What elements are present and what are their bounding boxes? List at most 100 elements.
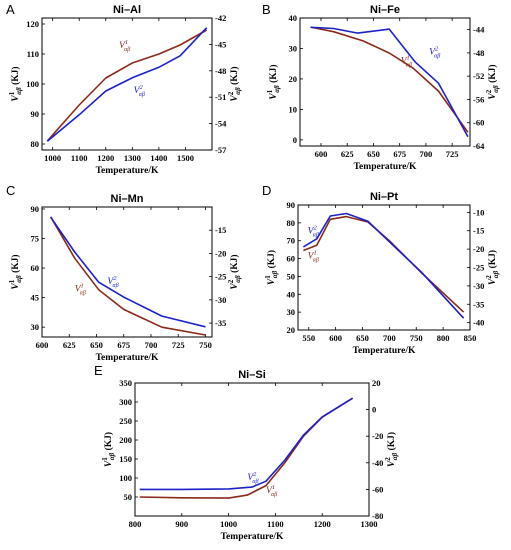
y-right-tick-label: -60 [473,118,484,128]
series-label-v1: V1 αβ [308,250,319,264]
x-tick-label: 600 [329,333,342,343]
y-right-axis-title: V2αβ (KJ) [227,66,242,101]
panel-letter: D [262,183,271,198]
series-line-v2 [302,212,465,319]
y-left-tick-label: 100 [26,79,39,89]
x-tick-label: 1000 [220,519,237,529]
y-right-tick-label: -30 [215,295,226,305]
panel-c: 600 625 650 675 700 725 750 30 45 60 75 90 -35 -30 -25… [6,183,242,363]
x-tick-label: 650 [90,340,103,350]
y-right-tick-label: -15 [473,226,484,236]
series-label-v2: V2 αβ [247,471,258,485]
y-right-axis-title: V2αβ (KJ) [485,64,500,99]
y-right-tick-label: -54 [215,119,227,129]
y-left-axis-title: V1αβ (KJ) [101,432,116,467]
x-tick-label: 750 [410,333,423,343]
y-left-tick-label: 50 [124,492,133,502]
y-left-tick-label: 30 [31,322,40,332]
y-right-tick-label: -45 [215,39,226,49]
y-right-tick-label: -44 [473,25,485,35]
panel-letter: A [6,2,15,17]
series-label-v1: V1 αβ [119,39,130,53]
series-label-v1: V1 αβ [75,283,86,297]
y-left-tick-label: 120 [26,19,39,29]
y-left-tick-label: 80 [287,218,296,228]
x-axis-title: Temperature/K [221,532,284,542]
y-right-tick-label: -48 [473,48,484,58]
y-left-tick-label: 60 [31,263,40,273]
y-left-tick-label: 75 [31,234,40,244]
y-left-tick-label: 70 [287,236,296,246]
x-tick-label: 700 [420,149,433,159]
series-line-v2 [50,216,206,328]
plot-frame [41,206,213,338]
y-left-axis-title: V1αβ (KJ) [264,250,279,285]
x-tick-label: 650 [367,149,380,159]
y-right-axis-title: V2αβ (KJ) [384,432,399,467]
y-left-axis-title: V1αβ (KJ) [8,254,23,289]
y-left-tick-label: 20 [287,325,296,335]
x-tick-label: 550 [302,333,315,343]
x-tick-label: 750 [199,340,212,350]
y-left-tick-label: 250 [119,416,132,426]
y-right-tick-label: -48 [215,66,226,76]
plot-frame [41,17,213,151]
x-tick-label: 1400 [150,153,167,163]
x-tick-label: 600 [315,149,328,159]
panel-e: 800 900 1000 1100 1200 1300501001502002503003… [94,363,399,542]
y-right-tick-label: -35 [473,299,484,309]
y-left-tick-label: 200 [119,435,132,445]
y-left-tick-label: 30 [289,43,298,53]
x-tick-label: 1200 [97,153,114,163]
panel-title: Ni–Si [238,369,266,381]
y-left-tick-label: 90 [31,204,40,214]
panel-letter: B [262,2,271,17]
series-line-v1 [50,216,206,336]
x-tick-label: 800 [437,333,450,343]
y-right-tick-label: -15 [215,225,226,235]
y-left-tick-label: 40 [287,289,296,299]
panel-letter: E [94,363,103,378]
x-tick-label: 625 [63,340,76,350]
series-line-v1 [46,29,208,142]
y-right-tick-label: -20 [372,431,383,441]
y-left-tick-label: 20 [289,74,298,84]
y-right-tick-label: -80 [372,511,383,521]
y-right-tick-label: -56 [473,94,484,104]
y-right-tick-label: -25 [215,272,226,282]
y-left-tick-label: 40 [289,13,298,23]
series-line-v1 [310,26,469,133]
plot-frame [134,382,370,517]
x-tick-label: 725 [172,340,185,350]
y-left-axis-title: V1αβ (KJ) [8,66,23,101]
panel-title: Ni–Pt [370,191,398,203]
x-tick-label: 675 [117,340,130,350]
panel-title: Ni–Al [113,4,141,16]
y-right-tick-label: -20 [473,244,484,254]
y-right-tick-label: -40 [473,318,484,328]
y-right-tick-label: -52 [473,71,484,81]
y-right-tick-label: -20 [215,248,226,258]
y-left-tick-label: 80 [31,139,40,149]
x-tick-label: 800 [129,519,142,529]
y-right-tick-label: -25 [473,263,484,273]
panel-d: 550 600 650 700 750 800 850 20 30 40 50 60 70 80 90 -40… [262,183,500,356]
series-line-v1 [139,397,354,499]
x-tick-label: 600 [36,340,49,350]
y-left-tick-label: 0 [293,135,297,145]
x-axis-title: Temperature/K [353,346,416,356]
y-right-tick-label: 20 [372,378,381,388]
x-axis-title: Temperature/K [96,166,159,176]
y-left-tick-label: 90 [31,109,40,119]
y-left-axis-title: V1αβ (KJ) [266,64,281,99]
y-right-axis-title: V2αβ (KJ) [227,254,242,289]
y-right-tick-label: -57 [215,145,227,155]
plot-frame [297,204,471,331]
y-right-axis-title: V2αβ (KJ) [485,250,500,285]
x-tick-label: 675 [393,149,406,159]
x-tick-label: 700 [383,333,396,343]
y-right-tick-label: 0 [372,405,376,415]
y-left-tick-label: 10 [289,104,298,114]
y-right-tick-label: -60 [372,484,383,494]
